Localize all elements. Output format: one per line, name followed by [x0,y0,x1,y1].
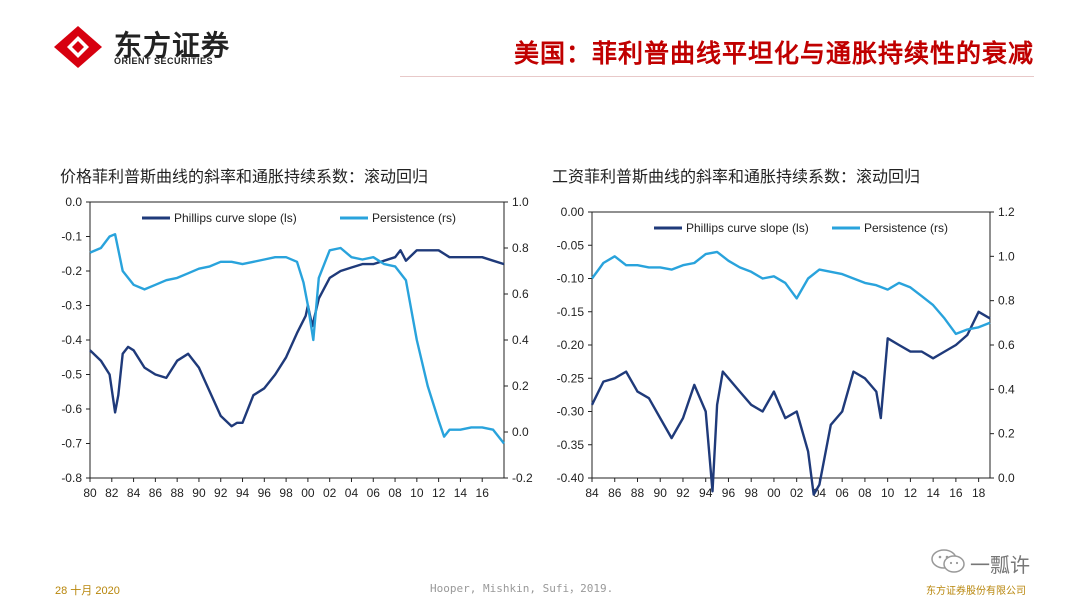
y-left-tick-label: -0.8 [61,471,82,485]
footer-source: Hooper, Mishkin, Sufi，2019. [430,582,614,595]
y-left-tick-label: -0.30 [557,405,585,419]
x-tick-label: 04 [345,486,359,500]
x-tick-label: 94 [236,486,250,500]
y-left-tick-label: -0.3 [61,299,82,313]
x-tick-label: 16 [949,486,963,500]
slope-series-line [590,310,991,496]
left-chart-title: 价格菲利普斯曲线的斜率和通胀持续系数：滚动回归 [60,167,429,186]
wechat-icon [931,549,965,573]
title-divider [400,76,1034,77]
y-right-tick-label: 0.6 [512,287,529,301]
price-phillips-chart: 0.0 -0.1 -0.2 -0.3 -0.4 -0.5 -0.6 -0.7 -0.8 1.0 0.… [61,195,533,500]
persistence-series-line [591,250,991,336]
x-tick-label: 90 [192,486,206,500]
x-tick-label: 92 [676,486,690,500]
logo-text-en: ORIENT SECURITIES [114,56,214,66]
x-tick-label: 86 [608,486,622,500]
y-left-tick-label: -0.40 [557,471,585,485]
y-left-tick-label: 0.0 [65,195,82,209]
company-logo: 东方证券 ORIENT SECURITIES [52,24,252,70]
x-tick-label: 90 [654,486,668,500]
y-right-tick-label: 1.2 [998,205,1015,219]
y-right-tick-label: 0.4 [998,382,1015,396]
x-tick-label: 00 [767,486,781,500]
x-tick-label: 18 [972,486,986,500]
logo-text-cn: 东方证券 [114,29,231,62]
x-tick-label: 80 [83,486,97,500]
y-right-tick-label: 0.2 [998,427,1015,441]
x-tick-label: 12 [904,486,918,500]
watermark-text: 一瓢许 [970,553,1030,577]
x-tick-label: 10 [881,486,895,500]
x-tick-label: 06 [835,486,849,500]
y-right-tick-label: 0.8 [998,294,1015,308]
watermark: 一瓢许 [930,545,1040,577]
y-left-tick-label: -0.4 [61,333,82,347]
logo-diamond-icon [54,26,102,68]
x-tick-label: 14 [454,486,468,500]
plot-frame [89,201,505,479]
wage-phillips-chart: 0.00 -0.05 -0.10 -0.15 -0.20 -0.25 -0.30 -0.35 -… [557,205,1015,500]
slope-series-line [89,249,505,428]
y-left-tick-label: -0.20 [557,338,585,352]
legend-persistence-label: Persistence (rs) [372,211,456,225]
y-left-tick-label: -0.35 [557,438,585,452]
y-left-tick-label: -0.5 [61,368,82,382]
y-right-tick-label: 0.0 [512,425,529,439]
y-right-tick-label: 0.4 [512,333,529,347]
footer-date: 28 十月 2020 [55,585,120,597]
legend-slope-label: Phillips curve slope (ls) [174,211,297,225]
y-right-tick-label: 0.2 [512,379,529,393]
right-chart-title: 工资菲利普斯曲线的斜率和通胀持续系数：滚动回归 [552,167,921,186]
y-left-tick-label: -0.15 [557,305,585,319]
legend-slope-label: Phillips curve slope (ls) [686,221,809,235]
y-right-tick-label: -0.2 [512,471,533,485]
persistence-series-line [89,233,505,445]
y-left-tick-label: -0.05 [557,238,585,252]
plot-frame [591,211,991,479]
y-right-tick-label: 1.0 [998,249,1015,263]
footer-company: 东方证券股份有限公司 [926,586,1026,597]
x-tick-label: 94 [699,486,713,500]
y-left-tick-label: -0.7 [61,437,82,451]
y-left-tick-label: -0.2 [61,264,82,278]
x-tick-label: 02 [790,486,804,500]
x-tick-label: 98 [279,486,293,500]
x-tick-label: 82 [105,486,119,500]
x-tick-label: 84 [127,486,141,500]
x-tick-label: 02 [323,486,337,500]
legend-persistence-label: Persistence (rs) [864,221,948,235]
x-tick-label: 10 [410,486,424,500]
slide-title: 美国：菲利普曲线平坦化与通胀持续性的衰减 [513,39,1034,68]
x-tick-label: 96 [258,486,272,500]
x-tick-label: 16 [476,486,490,500]
x-tick-label: 08 [858,486,872,500]
y-right-tick-label: 0.0 [998,471,1015,485]
x-tick-label: 96 [722,486,736,500]
x-tick-label: 98 [745,486,759,500]
x-tick-label: 12 [432,486,446,500]
x-tick-label: 92 [214,486,228,500]
x-tick-label: 14 [926,486,940,500]
y-left-tick-label: -0.25 [557,371,585,385]
y-left-tick-label: 0.00 [561,205,585,219]
y-left-tick-label: -0.10 [557,272,585,286]
y-right-tick-label: 1.0 [512,195,529,209]
x-tick-label: 88 [170,486,184,500]
x-tick-label: 84 [585,486,599,500]
y-right-tick-label: 0.8 [512,241,529,255]
y-left-tick-label: -0.1 [61,230,82,244]
y-right-tick-label: 0.6 [998,338,1015,352]
x-tick-label: 88 [631,486,645,500]
y-left-tick-label: -0.6 [61,402,82,416]
x-tick-label: 08 [388,486,402,500]
x-tick-label: 00 [301,486,315,500]
x-tick-label: 06 [367,486,381,500]
x-tick-label: 86 [149,486,163,500]
